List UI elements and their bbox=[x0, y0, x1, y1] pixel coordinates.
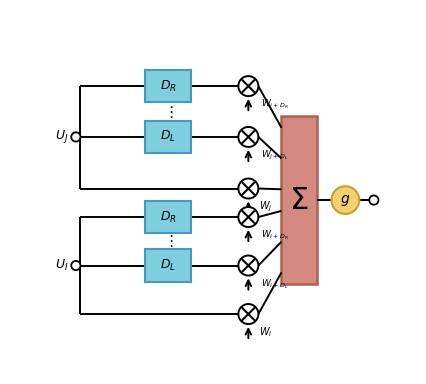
Text: $W_j$: $W_j$ bbox=[259, 200, 273, 215]
Text: $D_R$: $D_R$ bbox=[160, 79, 177, 94]
FancyBboxPatch shape bbox=[145, 249, 191, 282]
Text: $g$: $g$ bbox=[340, 193, 351, 208]
Circle shape bbox=[238, 127, 258, 147]
Circle shape bbox=[238, 304, 258, 324]
Text: $U_J$: $U_J$ bbox=[55, 128, 69, 146]
Text: $W_{i+D_L}$: $W_{i+D_L}$ bbox=[261, 277, 288, 291]
Circle shape bbox=[238, 179, 258, 199]
Text: $W_i$: $W_i$ bbox=[259, 326, 273, 339]
Text: $D_L$: $D_L$ bbox=[160, 129, 176, 144]
Circle shape bbox=[369, 195, 378, 205]
Text: $U_I$: $U_I$ bbox=[55, 258, 69, 273]
Circle shape bbox=[238, 207, 258, 227]
Text: $D_L$: $D_L$ bbox=[160, 258, 176, 273]
Circle shape bbox=[238, 76, 258, 96]
FancyBboxPatch shape bbox=[145, 70, 191, 102]
FancyBboxPatch shape bbox=[145, 201, 191, 233]
Circle shape bbox=[71, 261, 81, 270]
Circle shape bbox=[331, 186, 359, 214]
Text: $W_{i+D_R}$: $W_{i+D_R}$ bbox=[261, 228, 288, 242]
Text: $W_{j+D_L}$: $W_{j+D_L}$ bbox=[261, 149, 288, 162]
Bar bbox=[282, 116, 317, 284]
Text: $D_R$: $D_R$ bbox=[160, 209, 177, 225]
Text: $\vdots$: $\vdots$ bbox=[163, 104, 173, 119]
Text: $\vdots$: $\vdots$ bbox=[163, 233, 173, 249]
Text: $\Sigma$: $\Sigma$ bbox=[290, 185, 309, 215]
Text: $W_{j+D_R}$: $W_{j+D_R}$ bbox=[261, 98, 288, 111]
Circle shape bbox=[238, 255, 258, 276]
FancyBboxPatch shape bbox=[145, 121, 191, 153]
Circle shape bbox=[71, 132, 81, 142]
